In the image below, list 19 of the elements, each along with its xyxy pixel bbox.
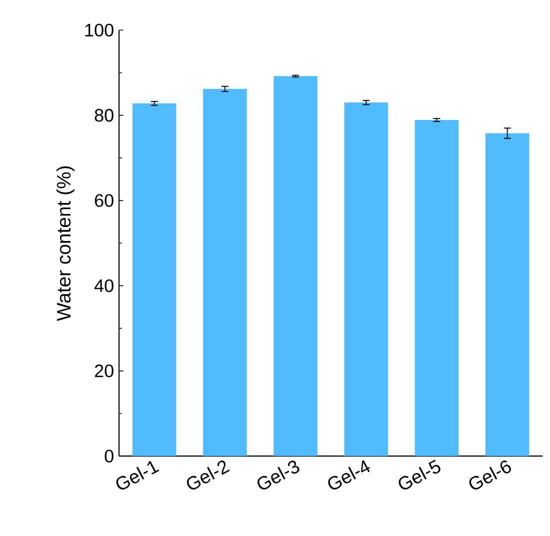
bar xyxy=(203,88,247,456)
x-tick-label: Gel-1 xyxy=(116,460,160,490)
x-tick-label: Gel-5 xyxy=(398,460,440,490)
bar xyxy=(274,76,318,456)
x-tick-label: Gel-2 xyxy=(186,460,230,490)
bar xyxy=(132,103,176,456)
x-tick-label: Gel-4 xyxy=(328,460,370,490)
bar xyxy=(485,133,530,456)
bar xyxy=(344,102,388,456)
x-tick-label: Gel-3 xyxy=(258,460,300,490)
y-tick-label: 60 xyxy=(94,194,114,207)
y-tick-label: 20 xyxy=(94,364,114,378)
y-tick-label: 100 xyxy=(85,24,114,36)
x-tick-label: Gel-6 xyxy=(469,460,511,490)
y-tick-label: 80 xyxy=(94,108,114,122)
y-axis-title: Water content (%) xyxy=(56,166,74,321)
y-tick-label: 0 xyxy=(104,450,114,462)
bar xyxy=(414,120,459,456)
y-tick-label: 40 xyxy=(94,279,114,292)
